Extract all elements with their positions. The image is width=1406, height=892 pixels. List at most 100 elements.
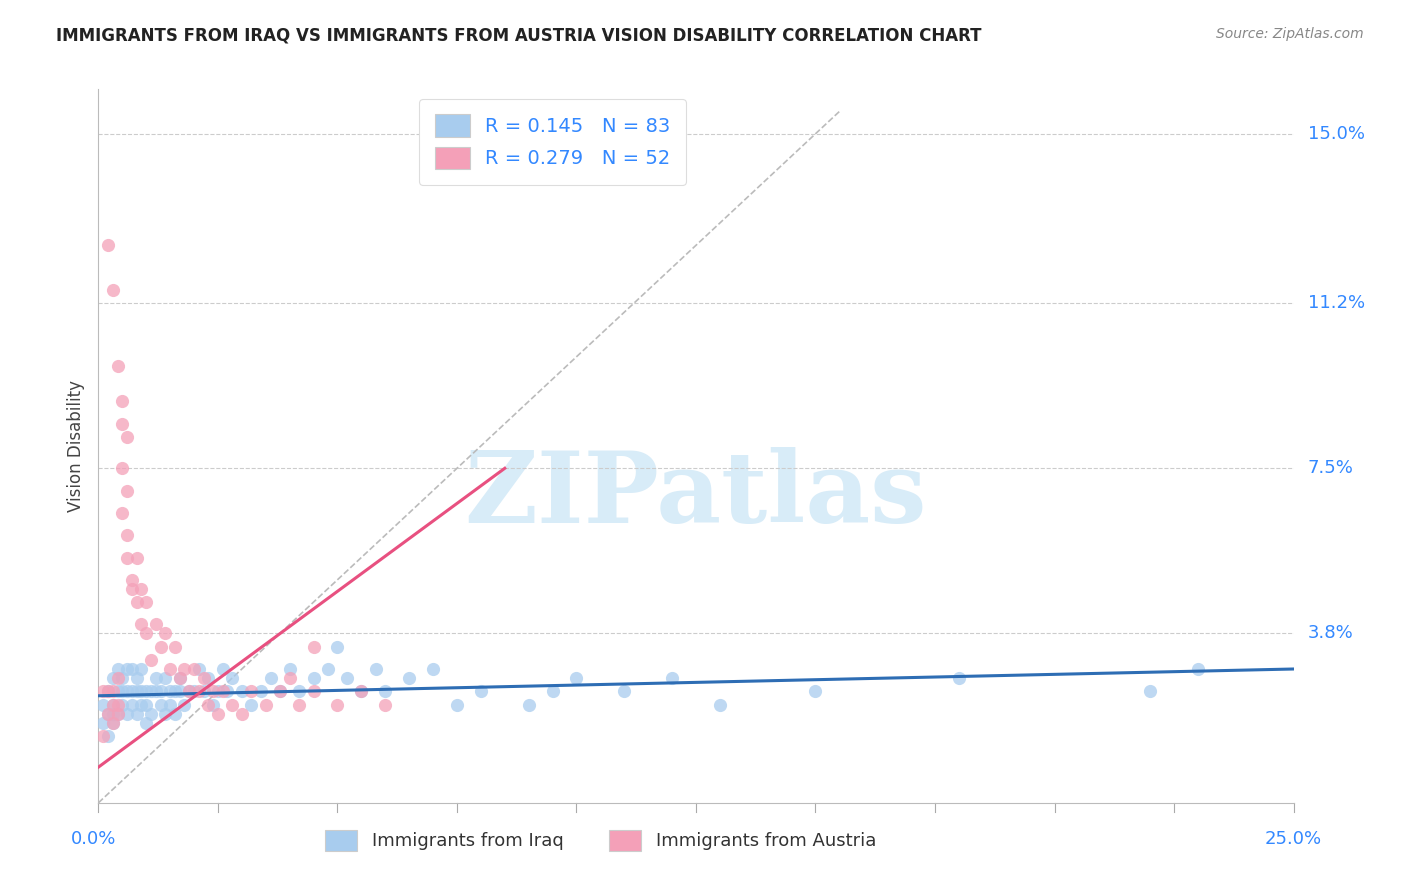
Text: 11.2%: 11.2% xyxy=(1308,294,1365,312)
Point xyxy=(107,684,129,698)
Point xyxy=(187,662,209,676)
Point xyxy=(517,698,540,712)
Point xyxy=(149,698,172,712)
Point xyxy=(121,573,143,587)
Point xyxy=(115,430,138,444)
Point xyxy=(613,684,636,698)
Point xyxy=(336,671,359,685)
Point xyxy=(115,483,138,498)
Point xyxy=(350,684,373,698)
Point xyxy=(155,626,177,640)
Point xyxy=(302,671,325,685)
Point xyxy=(135,626,157,640)
Point xyxy=(278,671,301,685)
Point xyxy=(139,706,162,721)
Point xyxy=(202,698,225,712)
Point xyxy=(149,684,172,698)
Point xyxy=(91,729,114,743)
Point xyxy=(193,684,215,698)
Point xyxy=(231,706,253,721)
Point xyxy=(804,684,827,698)
Point xyxy=(111,671,134,685)
Point xyxy=(1139,684,1161,698)
Point xyxy=(131,662,153,676)
Point xyxy=(121,582,143,596)
Point xyxy=(159,684,181,698)
Point xyxy=(111,506,134,520)
Point xyxy=(131,684,153,698)
Point xyxy=(107,671,129,685)
Point xyxy=(121,662,143,676)
Point xyxy=(155,671,177,685)
Point xyxy=(135,684,157,698)
Text: 0.0%: 0.0% xyxy=(70,830,117,847)
Point xyxy=(661,671,683,685)
Point xyxy=(565,671,588,685)
Point xyxy=(97,706,120,721)
Point xyxy=(101,715,124,730)
Point xyxy=(159,698,181,712)
Point xyxy=(163,640,186,654)
Point xyxy=(948,671,970,685)
Point xyxy=(149,640,172,654)
Point xyxy=(131,582,153,596)
Point xyxy=(470,684,492,698)
Point xyxy=(1187,662,1209,676)
Text: IMMIGRANTS FROM IRAQ VS IMMIGRANTS FROM AUSTRIA VISION DISABILITY CORRELATION CH: IMMIGRANTS FROM IRAQ VS IMMIGRANTS FROM … xyxy=(56,27,981,45)
Point xyxy=(107,359,129,373)
Point xyxy=(269,684,291,698)
Point xyxy=(269,684,291,698)
Point xyxy=(101,684,124,698)
Point xyxy=(125,550,148,565)
Point xyxy=(254,698,277,712)
Point xyxy=(115,706,138,721)
Point xyxy=(221,698,243,712)
Text: Source: ZipAtlas.com: Source: ZipAtlas.com xyxy=(1216,27,1364,41)
Point xyxy=(111,394,134,409)
Point xyxy=(107,698,129,712)
Point xyxy=(179,684,201,698)
Point xyxy=(139,684,162,698)
Point xyxy=(278,662,301,676)
Point xyxy=(139,653,162,667)
Point xyxy=(107,706,129,721)
Text: ZIPatlas: ZIPatlas xyxy=(465,448,927,544)
Text: 7.5%: 7.5% xyxy=(1308,459,1354,477)
Point xyxy=(125,684,148,698)
Point xyxy=(97,238,120,252)
Point xyxy=(155,706,177,721)
Point xyxy=(541,684,564,698)
Point xyxy=(145,617,167,632)
Point xyxy=(101,698,124,712)
Point xyxy=(211,662,233,676)
Point xyxy=(163,706,186,721)
Point xyxy=(207,706,229,721)
Point xyxy=(364,662,387,676)
Point xyxy=(135,715,157,730)
Point xyxy=(135,595,157,609)
Point xyxy=(111,417,134,431)
Point xyxy=(97,684,120,698)
Point xyxy=(221,671,243,685)
Point xyxy=(302,684,325,698)
Point xyxy=(97,706,120,721)
Point xyxy=(207,684,229,698)
Point xyxy=(326,698,349,712)
Point xyxy=(446,698,468,712)
Point xyxy=(101,715,124,730)
Legend: Immigrants from Iraq, Immigrants from Austria: Immigrants from Iraq, Immigrants from Au… xyxy=(318,822,883,858)
Point xyxy=(115,550,138,565)
Point xyxy=(211,684,233,698)
Point xyxy=(159,662,181,676)
Text: 15.0%: 15.0% xyxy=(1308,125,1365,143)
Point xyxy=(197,698,219,712)
Point xyxy=(91,684,114,698)
Point xyxy=(101,671,124,685)
Point xyxy=(97,684,120,698)
Text: 3.8%: 3.8% xyxy=(1308,624,1354,642)
Point xyxy=(135,698,157,712)
Point xyxy=(302,640,325,654)
Point xyxy=(169,684,191,698)
Point xyxy=(115,684,138,698)
Y-axis label: Vision Disability: Vision Disability xyxy=(66,380,84,512)
